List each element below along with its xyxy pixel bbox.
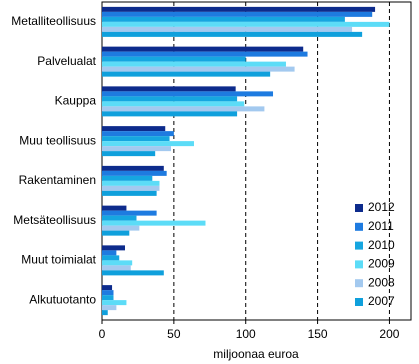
legend-label: 2011	[368, 219, 394, 233]
legend-swatch	[355, 241, 363, 250]
bar	[102, 255, 120, 261]
bar	[102, 46, 304, 52]
bar	[102, 245, 125, 251]
bar	[102, 260, 133, 266]
legend-swatch	[355, 279, 363, 288]
legend-label: 2010	[368, 238, 395, 252]
bar	[102, 190, 157, 196]
bar	[102, 51, 308, 57]
legend-label: 2008	[368, 275, 395, 289]
bar	[102, 106, 265, 112]
legend-label: 2009	[368, 257, 395, 271]
legend-swatch	[355, 222, 363, 231]
x-tick-label: 150	[308, 327, 328, 341]
bar	[102, 21, 390, 27]
bar	[102, 131, 174, 137]
bar	[102, 141, 194, 147]
bar	[102, 215, 137, 221]
bar	[102, 91, 274, 97]
bar	[102, 180, 160, 186]
x-tick-label: 50	[167, 327, 181, 341]
bar	[102, 11, 373, 17]
y-tick-label: Palvelualat	[37, 54, 96, 68]
bar	[102, 230, 130, 236]
legend-swatch	[355, 298, 363, 306]
bar	[102, 56, 246, 62]
legend-label: 2012	[368, 200, 395, 214]
y-tick-label: Muut toimialat	[21, 253, 96, 267]
bar	[102, 295, 114, 301]
bar	[102, 26, 353, 32]
legend-swatch	[355, 204, 363, 212]
bar	[102, 101, 245, 107]
bar	[102, 170, 167, 176]
bar	[102, 265, 131, 271]
bar	[102, 310, 108, 316]
x-tick-label: 0	[99, 327, 106, 341]
y-tick-label: Kauppa	[55, 94, 97, 108]
x-tick-label: 200	[379, 327, 399, 341]
legend-swatch	[355, 260, 363, 269]
y-tick-label: Rakentaminen	[19, 173, 96, 187]
x-tick-label: 100	[236, 327, 256, 341]
bar	[102, 270, 164, 276]
bar	[102, 210, 157, 216]
bar	[102, 71, 271, 77]
bar	[102, 126, 166, 132]
bar	[102, 175, 153, 181]
y-tick-label: Muu teollisuus	[19, 133, 96, 147]
y-tick-label: Metalliteollisuus	[11, 14, 96, 28]
legend-label: 2007	[368, 294, 395, 308]
bar	[102, 136, 170, 142]
bar	[102, 185, 160, 191]
bar	[102, 305, 117, 311]
y-tick-label: Metsäteollisuus	[13, 213, 96, 227]
bar	[102, 6, 376, 12]
bar	[102, 205, 127, 211]
y-tick-label: Alkutuotanto	[29, 292, 96, 306]
bar	[102, 165, 164, 171]
bar	[102, 290, 114, 296]
bar	[102, 250, 117, 256]
bar	[102, 146, 171, 152]
bar	[102, 220, 206, 226]
bar	[102, 61, 286, 67]
bar	[102, 31, 363, 37]
bar	[102, 86, 236, 92]
bar	[102, 300, 127, 306]
x-axis-label: miljoonaa euroa	[213, 347, 299, 361]
bar	[102, 285, 113, 291]
bar	[102, 16, 345, 22]
bar	[102, 225, 140, 231]
bar	[102, 66, 295, 72]
bar	[102, 96, 238, 102]
bar	[102, 151, 156, 157]
bar	[102, 111, 238, 117]
